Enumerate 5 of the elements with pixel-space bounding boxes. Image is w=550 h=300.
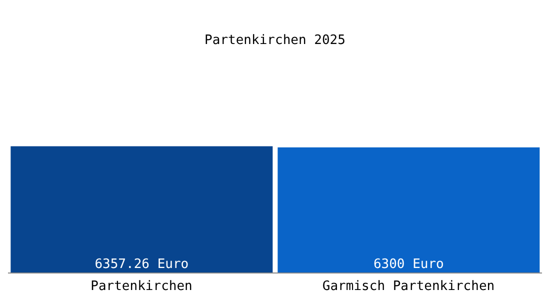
data-label: 6357.26 Euro	[94, 257, 189, 272]
chart-title: Partenkirchen 2025	[204, 33, 346, 48]
x-tick-label: Garmisch Partenkirchen	[322, 279, 495, 294]
data-label: 6300 Euro	[373, 257, 444, 272]
x-tick-label: Partenkirchen	[90, 279, 192, 294]
